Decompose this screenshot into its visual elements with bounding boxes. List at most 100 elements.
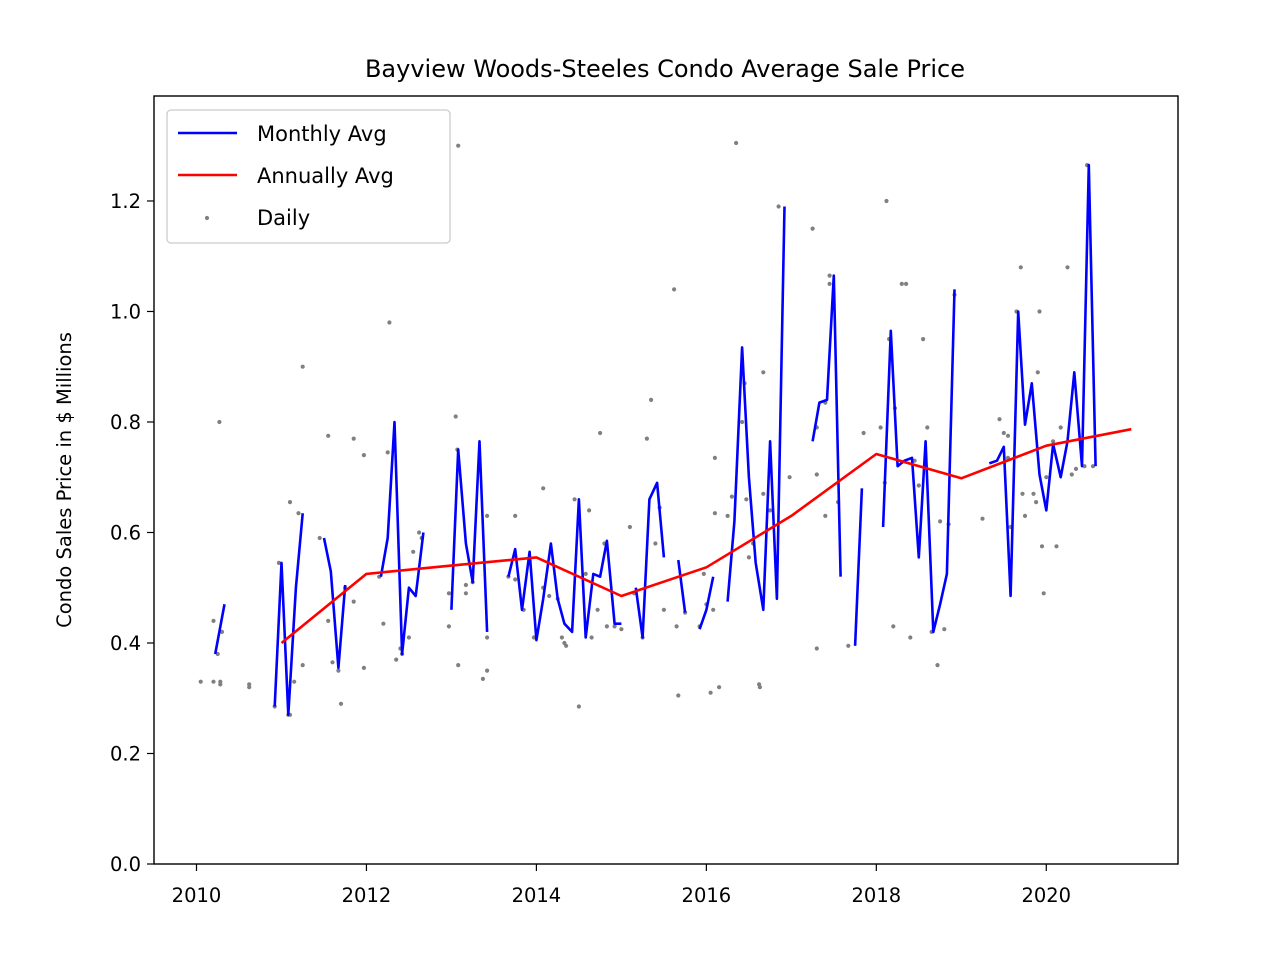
daily-point (385, 450, 390, 455)
daily-point (878, 425, 883, 430)
daily-point (701, 571, 706, 577)
monthly-avg-line (677, 559, 687, 613)
daily-point (361, 665, 366, 671)
daily-point (1001, 430, 1006, 436)
daily-point (612, 624, 617, 629)
daily-point (463, 582, 468, 588)
daily-point (598, 430, 603, 436)
daily-point (198, 679, 203, 684)
daily-point (547, 593, 552, 599)
daily-point (744, 497, 749, 502)
annual-avg-line (280, 427, 1132, 645)
daily-point (211, 618, 216, 624)
daily-point (980, 516, 985, 521)
monthly-avg-line (634, 481, 666, 639)
daily-point (247, 685, 252, 690)
daily-point (619, 627, 624, 632)
monthly-avg-line (726, 206, 786, 612)
daily-point (757, 685, 763, 690)
daily-point (644, 436, 650, 441)
daily-point (649, 397, 654, 402)
daily-point (891, 624, 896, 629)
daily-point (1082, 464, 1087, 469)
daily-point (351, 436, 356, 441)
daily-point (908, 635, 913, 640)
daily-point (1073, 466, 1079, 471)
daily-point (326, 618, 331, 624)
daily-point (761, 491, 766, 496)
daily-point (884, 198, 889, 204)
daily-point (708, 690, 713, 695)
legend-label: Annually Avg (257, 164, 394, 188)
daily-point (746, 555, 752, 560)
legend-box (166, 109, 451, 244)
daily-point (1018, 265, 1023, 270)
daily-point (559, 635, 565, 640)
daily-point (925, 425, 930, 430)
daily-point (761, 370, 766, 375)
daily-point (300, 364, 305, 369)
monthly-avg-line (322, 537, 347, 670)
daily-point (810, 226, 815, 231)
daily-point (672, 287, 677, 292)
daily-point (661, 607, 667, 612)
daily-point (827, 273, 832, 278)
daily-point (218, 682, 223, 687)
y-tick-label: 0.0 (110, 853, 141, 876)
daily-point (1090, 464, 1096, 469)
daily-point (1051, 439, 1056, 444)
monthly-avg-line (698, 576, 715, 630)
daily-point (1037, 309, 1042, 314)
daily-point (217, 419, 222, 425)
daily-point (997, 417, 1002, 422)
daily-point (564, 643, 569, 648)
daily-point (587, 508, 592, 513)
daily-point (583, 571, 588, 577)
daily-point (513, 577, 518, 582)
daily-point (768, 508, 773, 513)
legend-label: Monthly Avg (257, 122, 387, 146)
y-tick-label: 0.6 (110, 521, 141, 544)
daily-point (513, 513, 518, 519)
monthly-avg-line (853, 488, 864, 646)
monthly-avg-line (881, 289, 956, 634)
daily-point (330, 660, 335, 665)
daily-point (276, 560, 281, 566)
daily-point (480, 676, 485, 682)
daily-point (814, 472, 819, 477)
daily-point (361, 453, 366, 458)
daily-point (1069, 472, 1074, 477)
daily-point (338, 701, 344, 706)
daily-point (219, 629, 225, 635)
x-tick-label: 2014 (512, 884, 562, 907)
x-tick-label: 2020 (1021, 884, 1071, 907)
daily-point (572, 497, 577, 502)
daily-point (411, 549, 416, 554)
monthly-avg-line (988, 163, 1097, 598)
daily-point (456, 663, 461, 668)
daily-point (394, 657, 399, 662)
daily-point (456, 143, 461, 148)
daily-point (381, 621, 386, 626)
daily-point (576, 704, 582, 709)
daily-point (899, 281, 904, 286)
daily-point (485, 635, 490, 640)
daily-point (904, 281, 909, 286)
daily-point (287, 500, 293, 505)
y-tick-label: 1.0 (110, 300, 141, 323)
daily-point (861, 430, 866, 436)
daily-point (814, 646, 819, 651)
daily-point (1041, 591, 1046, 596)
daily-point (1031, 491, 1036, 496)
daily-point (740, 419, 745, 425)
daily-point (296, 511, 301, 516)
daily-point (446, 624, 451, 629)
x-tick-label: 2012 (342, 884, 392, 907)
daily-point (417, 530, 422, 535)
daily-point (1020, 491, 1025, 496)
chart-title: Bayview Woods-Steeles Condo Average Sale… (365, 55, 965, 83)
monthly-avg-line (379, 420, 425, 656)
daily-point (211, 679, 216, 684)
daily-point (823, 513, 828, 519)
